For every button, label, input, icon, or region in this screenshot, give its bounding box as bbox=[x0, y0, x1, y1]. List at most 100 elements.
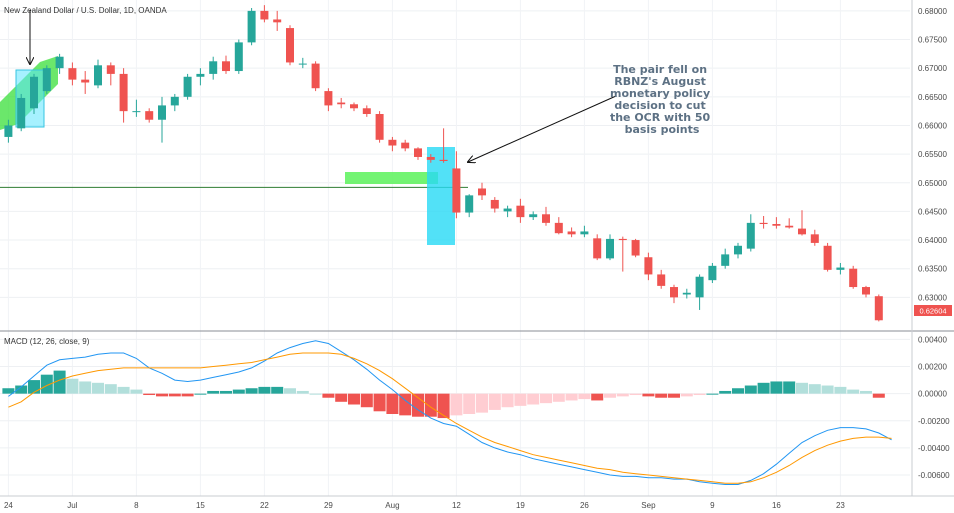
price-tick-label: 0.66500 bbox=[918, 93, 947, 102]
macd-histogram-bar bbox=[616, 393, 629, 397]
candle-body bbox=[260, 10, 269, 20]
price-axis: 0.68000 0.67500 0.67000 0.66500 0.66000 0.655… bbox=[918, 7, 947, 302]
candle-body bbox=[375, 114, 384, 140]
candle bbox=[682, 288, 691, 299]
annotation-line-1: The pair fell on bbox=[613, 63, 707, 76]
candle-body bbox=[68, 68, 77, 80]
macd-histogram-bar bbox=[245, 388, 258, 394]
price-tick-label: 0.65500 bbox=[918, 150, 947, 159]
candle bbox=[721, 248, 730, 269]
candle bbox=[145, 108, 154, 123]
macd-histogram-bar bbox=[604, 393, 616, 398]
candle bbox=[170, 93, 179, 112]
candle-body bbox=[593, 238, 602, 259]
macd-histogram-bar bbox=[732, 388, 744, 394]
candle bbox=[158, 96, 166, 143]
macd-histogram-bar bbox=[770, 381, 783, 394]
candle-body bbox=[657, 274, 666, 286]
candle-body bbox=[542, 214, 550, 223]
candle-body bbox=[81, 79, 90, 83]
annotation-line-3: monetary policy bbox=[610, 87, 710, 100]
macd-histogram-bar bbox=[232, 389, 245, 394]
candle-body bbox=[55, 56, 64, 69]
candle bbox=[30, 73, 38, 115]
candle-body bbox=[554, 222, 563, 234]
macd-histogram-bar bbox=[463, 393, 476, 414]
candle-body bbox=[4, 125, 13, 137]
macd-histogram-bar bbox=[143, 393, 156, 396]
candle-body bbox=[401, 142, 410, 149]
candle bbox=[554, 217, 563, 235]
candle bbox=[183, 73, 192, 100]
macd-histogram-bar bbox=[40, 374, 53, 394]
macd-histogram-bar bbox=[834, 386, 847, 394]
candle bbox=[311, 61, 320, 92]
macd-histogram-bar bbox=[808, 384, 821, 394]
macd-histogram-bar bbox=[360, 393, 373, 408]
candle-body bbox=[362, 108, 371, 115]
macd-histogram-bar bbox=[872, 393, 885, 398]
candle-body bbox=[631, 240, 640, 256]
candle-body bbox=[196, 73, 205, 77]
candle bbox=[810, 229, 819, 246]
macd-histogram-bar bbox=[92, 382, 104, 394]
price-tick-label: 0.68000 bbox=[918, 7, 947, 16]
time-tick-label: Jul bbox=[67, 501, 77, 510]
time-axis: 24 Jul 8 15 22 29 Aug 12 19 26 Sep 9 16 23 bbox=[4, 501, 845, 510]
candle bbox=[529, 211, 538, 221]
macd-histogram-bar bbox=[847, 389, 860, 394]
candle bbox=[567, 227, 576, 238]
candle bbox=[196, 68, 205, 86]
macd-histogram-bar bbox=[66, 378, 79, 394]
macd-histogram-bar bbox=[104, 384, 117, 394]
candle-body bbox=[17, 97, 26, 129]
macd-histogram-bar bbox=[757, 382, 770, 394]
candle bbox=[401, 139, 410, 152]
time-tick-label: 29 bbox=[324, 501, 333, 510]
candle bbox=[119, 68, 128, 123]
candle-body bbox=[785, 225, 794, 228]
candle bbox=[746, 214, 755, 252]
candle-body bbox=[682, 292, 691, 295]
macd-histogram-bar bbox=[386, 393, 399, 414]
macd-histogram-bar bbox=[642, 393, 655, 397]
candle bbox=[94, 59, 102, 89]
macd-histogram-bar bbox=[373, 393, 386, 412]
candle bbox=[516, 198, 525, 223]
macd-histogram-bar bbox=[309, 393, 322, 395]
candle bbox=[17, 93, 26, 132]
candle-body bbox=[567, 231, 576, 235]
candle bbox=[593, 234, 602, 261]
candle bbox=[350, 102, 358, 112]
candle bbox=[132, 99, 141, 117]
time-tick-label: Sep bbox=[641, 501, 656, 510]
candle-body bbox=[836, 267, 845, 270]
macd-tick-label: -0.00600 bbox=[918, 471, 950, 480]
candle bbox=[708, 262, 717, 284]
candle bbox=[874, 294, 883, 322]
macd-histogram-bar bbox=[591, 393, 604, 401]
macd-legend: MACD (12, 26, close, 9) bbox=[4, 337, 90, 346]
time-tick-label: 23 bbox=[836, 501, 845, 510]
candle-body bbox=[247, 10, 256, 43]
candle-body bbox=[94, 65, 102, 86]
macd-histogram-bar bbox=[168, 393, 181, 397]
candle-body bbox=[759, 222, 768, 225]
macd-histogram-bar bbox=[629, 393, 642, 396]
annotation-text: The pair fell on RBNZ's August monetary … bbox=[610, 63, 714, 136]
candle-body bbox=[849, 268, 858, 288]
candle-body bbox=[695, 276, 704, 298]
candle-body bbox=[810, 234, 819, 243]
price-tick-label: 0.63000 bbox=[918, 293, 947, 302]
macd-histogram-bar bbox=[424, 393, 437, 417]
candle-body bbox=[644, 257, 653, 275]
macd-histogram-bar bbox=[348, 393, 360, 405]
candle-body bbox=[30, 76, 38, 109]
time-tick-label: 9 bbox=[710, 501, 715, 510]
candle bbox=[670, 284, 678, 304]
candle bbox=[798, 210, 806, 236]
candle-body bbox=[311, 63, 320, 89]
candle bbox=[375, 111, 384, 143]
macd-histogram-bar bbox=[719, 390, 732, 394]
candle bbox=[286, 25, 294, 66]
